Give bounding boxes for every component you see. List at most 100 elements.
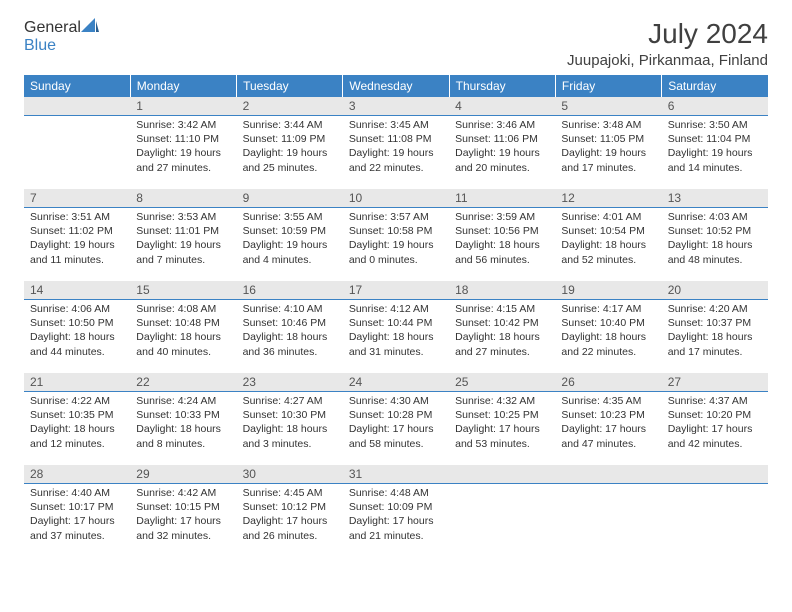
- day-number: 21: [24, 373, 130, 392]
- calendar-cell: 6Sunrise: 3:50 AMSunset: 11:04 PMDayligh…: [662, 97, 768, 189]
- day-details: Sunrise: 4:03 AMSunset: 10:52 PMDaylight…: [662, 208, 768, 271]
- calendar-row: 1Sunrise: 3:42 AMSunset: 11:10 PMDayligh…: [24, 97, 768, 189]
- daylight: Daylight: 17 hours and 42 minutes.: [668, 422, 762, 450]
- day-number: 10: [343, 189, 449, 208]
- logo-sail-icon: [81, 18, 99, 32]
- day-details: Sunrise: 3:48 AMSunset: 11:05 PMDaylight…: [555, 116, 661, 179]
- sunrise: Sunrise: 3:42 AM: [136, 118, 230, 132]
- weekday-header-row: SundayMondayTuesdayWednesdayThursdayFrid…: [24, 75, 768, 97]
- day-details: Sunrise: 4:20 AMSunset: 10:37 PMDaylight…: [662, 300, 768, 363]
- calendar-row: 21Sunrise: 4:22 AMSunset: 10:35 PMDaylig…: [24, 373, 768, 465]
- day-details: Sunrise: 4:35 AMSunset: 10:23 PMDaylight…: [555, 392, 661, 455]
- day-number: 15: [130, 281, 236, 300]
- empty-day-header: [555, 465, 661, 484]
- weekday-header: Friday: [555, 75, 661, 97]
- calendar-cell: 2Sunrise: 3:44 AMSunset: 11:09 PMDayligh…: [237, 97, 343, 189]
- calendar-cell: 7Sunrise: 3:51 AMSunset: 11:02 PMDayligh…: [24, 189, 130, 281]
- sunrise: Sunrise: 4:08 AM: [136, 302, 230, 316]
- empty-day-header: [662, 465, 768, 484]
- calendar-cell: 14Sunrise: 4:06 AMSunset: 10:50 PMDaylig…: [24, 281, 130, 373]
- day-details: Sunrise: 3:46 AMSunset: 11:06 PMDaylight…: [449, 116, 555, 179]
- calendar-cell: [662, 465, 768, 557]
- daylight: Daylight: 18 hours and 40 minutes.: [136, 330, 230, 358]
- sunset: Sunset: 10:46 PM: [243, 316, 337, 330]
- daylight: Daylight: 19 hours and 17 minutes.: [561, 146, 655, 174]
- sunrise: Sunrise: 3:55 AM: [243, 210, 337, 224]
- daylight: Daylight: 19 hours and 0 minutes.: [349, 238, 443, 266]
- day-details: Sunrise: 4:10 AMSunset: 10:46 PMDaylight…: [237, 300, 343, 363]
- calendar-cell: 10Sunrise: 3:57 AMSunset: 10:58 PMDaylig…: [343, 189, 449, 281]
- day-details: Sunrise: 3:50 AMSunset: 11:04 PMDaylight…: [662, 116, 768, 179]
- day-details: Sunrise: 4:17 AMSunset: 10:40 PMDaylight…: [555, 300, 661, 363]
- day-details: Sunrise: 3:53 AMSunset: 11:01 PMDaylight…: [130, 208, 236, 271]
- calendar-cell: 9Sunrise: 3:55 AMSunset: 10:59 PMDayligh…: [237, 189, 343, 281]
- sunset: Sunset: 11:02 PM: [30, 224, 124, 238]
- sunset: Sunset: 10:50 PM: [30, 316, 124, 330]
- daylight: Daylight: 18 hours and 52 minutes.: [561, 238, 655, 266]
- day-number: 24: [343, 373, 449, 392]
- sunset: Sunset: 10:40 PM: [561, 316, 655, 330]
- day-details: Sunrise: 4:22 AMSunset: 10:35 PMDaylight…: [24, 392, 130, 455]
- calendar-cell: 23Sunrise: 4:27 AMSunset: 10:30 PMDaylig…: [237, 373, 343, 465]
- sunset: Sunset: 10:25 PM: [455, 408, 549, 422]
- weekday-header: Saturday: [662, 75, 768, 97]
- calendar-cell: 1Sunrise: 3:42 AMSunset: 11:10 PMDayligh…: [130, 97, 236, 189]
- calendar-body: 1Sunrise: 3:42 AMSunset: 11:10 PMDayligh…: [24, 97, 768, 557]
- daylight: Daylight: 19 hours and 20 minutes.: [455, 146, 549, 174]
- day-number: 4: [449, 97, 555, 116]
- day-number: 7: [24, 189, 130, 208]
- day-details: Sunrise: 3:55 AMSunset: 10:59 PMDaylight…: [237, 208, 343, 271]
- day-number: 18: [449, 281, 555, 300]
- day-details: Sunrise: 4:24 AMSunset: 10:33 PMDaylight…: [130, 392, 236, 455]
- day-details: Sunrise: 4:37 AMSunset: 10:20 PMDaylight…: [662, 392, 768, 455]
- calendar-cell: 12Sunrise: 4:01 AMSunset: 10:54 PMDaylig…: [555, 189, 661, 281]
- day-number: 20: [662, 281, 768, 300]
- sunrise: Sunrise: 4:35 AM: [561, 394, 655, 408]
- day-number: 25: [449, 373, 555, 392]
- sunrise: Sunrise: 4:10 AM: [243, 302, 337, 316]
- logo-blue: Blue: [24, 37, 56, 54]
- empty-day-header: [24, 97, 130, 116]
- day-number: 29: [130, 465, 236, 484]
- day-details: Sunrise: 4:48 AMSunset: 10:09 PMDaylight…: [343, 484, 449, 547]
- calendar-row: 7Sunrise: 3:51 AMSunset: 11:02 PMDayligh…: [24, 189, 768, 281]
- day-number: 2: [237, 97, 343, 116]
- sunset: Sunset: 10:09 PM: [349, 500, 443, 514]
- sunset: Sunset: 10:15 PM: [136, 500, 230, 514]
- weekday-header: Monday: [130, 75, 236, 97]
- calendar-cell: 5Sunrise: 3:48 AMSunset: 11:05 PMDayligh…: [555, 97, 661, 189]
- calendar-cell: 8Sunrise: 3:53 AMSunset: 11:01 PMDayligh…: [130, 189, 236, 281]
- daylight: Daylight: 17 hours and 58 minutes.: [349, 422, 443, 450]
- calendar-row: 14Sunrise: 4:06 AMSunset: 10:50 PMDaylig…: [24, 281, 768, 373]
- location: Juupajoki, Pirkanmaa, Finland: [567, 52, 768, 69]
- day-number: 27: [662, 373, 768, 392]
- calendar-cell: 24Sunrise: 4:30 AMSunset: 10:28 PMDaylig…: [343, 373, 449, 465]
- day-details: Sunrise: 4:08 AMSunset: 10:48 PMDaylight…: [130, 300, 236, 363]
- calendar-cell: 18Sunrise: 4:15 AMSunset: 10:42 PMDaylig…: [449, 281, 555, 373]
- daylight: Daylight: 18 hours and 48 minutes.: [668, 238, 762, 266]
- calendar-cell: 28Sunrise: 4:40 AMSunset: 10:17 PMDaylig…: [24, 465, 130, 557]
- day-number: 14: [24, 281, 130, 300]
- sunset: Sunset: 10:59 PM: [243, 224, 337, 238]
- sunrise: Sunrise: 4:17 AM: [561, 302, 655, 316]
- daylight: Daylight: 19 hours and 11 minutes.: [30, 238, 124, 266]
- day-number: 9: [237, 189, 343, 208]
- day-number: 26: [555, 373, 661, 392]
- day-number: 17: [343, 281, 449, 300]
- day-details: Sunrise: 4:45 AMSunset: 10:12 PMDaylight…: [237, 484, 343, 547]
- sunset: Sunset: 10:37 PM: [668, 316, 762, 330]
- daylight: Daylight: 18 hours and 22 minutes.: [561, 330, 655, 358]
- day-number: 30: [237, 465, 343, 484]
- sunset: Sunset: 10:20 PM: [668, 408, 762, 422]
- sunset: Sunset: 10:33 PM: [136, 408, 230, 422]
- sunset: Sunset: 11:06 PM: [455, 132, 549, 146]
- day-number: 5: [555, 97, 661, 116]
- day-number: 6: [662, 97, 768, 116]
- calendar-cell: [449, 465, 555, 557]
- day-number: 11: [449, 189, 555, 208]
- sunrise: Sunrise: 3:59 AM: [455, 210, 549, 224]
- day-number: 13: [662, 189, 768, 208]
- day-details: Sunrise: 4:15 AMSunset: 10:42 PMDaylight…: [449, 300, 555, 363]
- calendar-cell: 22Sunrise: 4:24 AMSunset: 10:33 PMDaylig…: [130, 373, 236, 465]
- day-number: 28: [24, 465, 130, 484]
